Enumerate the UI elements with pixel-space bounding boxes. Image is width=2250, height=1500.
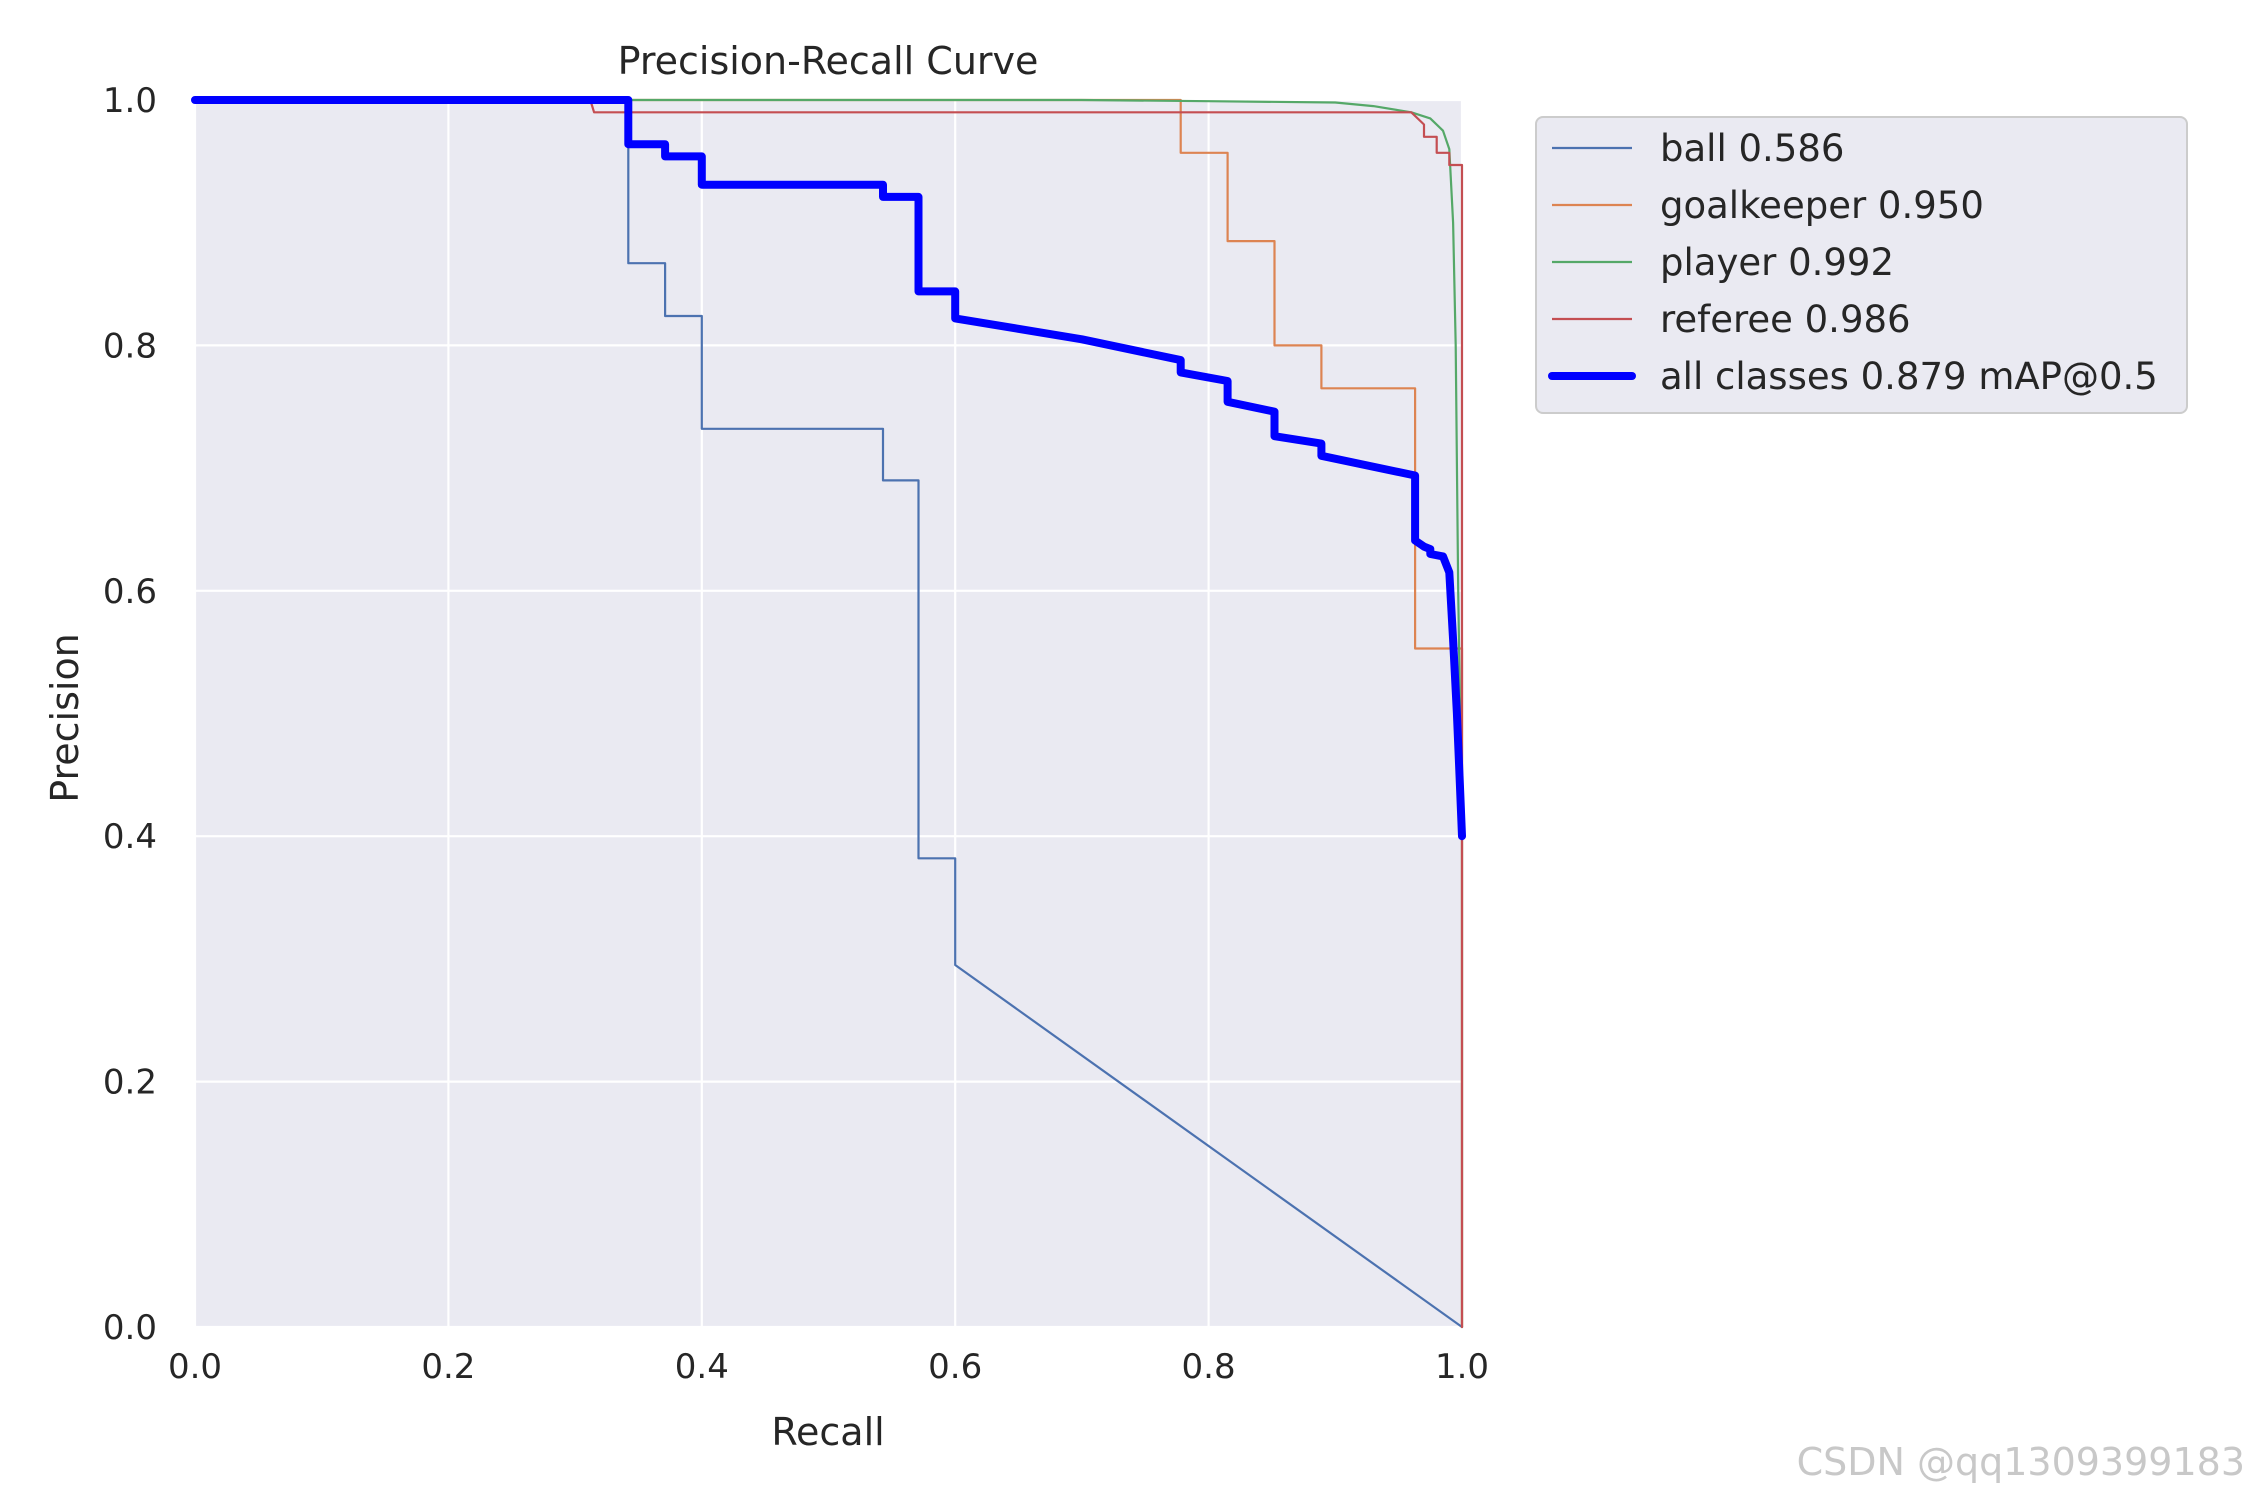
- y-tick-label: 0.8: [103, 326, 157, 366]
- legend-label: goalkeeper 0.950: [1660, 184, 1984, 227]
- y-axis-label: Precision: [43, 633, 87, 803]
- y-tick-label: 1.0: [103, 81, 157, 121]
- tick-labels: 0.0 0.2 0.4 0.6 0.8 1.0 0.0 0.2 0.4 0.6 0.8 1.0: [103, 81, 1489, 1387]
- series-line-all: [191, 96, 1466, 841]
- x-tick-label: 0.4: [675, 1347, 729, 1387]
- series-line-ball: [193, 98, 1464, 1329]
- x-tick-label: 0.8: [1182, 1347, 1236, 1387]
- chart-title: Precision-Recall Curve: [618, 39, 1039, 83]
- legend-box: [1535, 116, 2188, 414]
- y-tick-label: 0.4: [103, 817, 157, 857]
- x-axis-label: Recall: [771, 1410, 884, 1454]
- x-tick-label: 0.6: [928, 1347, 982, 1387]
- x-tick-label: 0.2: [421, 1347, 475, 1387]
- grid: [193, 98, 1464, 1329]
- legend-label: all classes 0.879 mAP@0.5: [1660, 355, 2158, 398]
- series-line-goalkeeper: [193, 98, 1464, 1329]
- plot-area: [195, 100, 1462, 1327]
- y-tick-label: 0.2: [103, 1063, 157, 1103]
- series-line-referee: [193, 98, 1464, 1329]
- x-tick-label: 0.0: [168, 1347, 222, 1387]
- legend: ball 0.586 goalkeeper 0.950 player 0.992 re…: [1535, 116, 2188, 414]
- x-tick-label: 1.0: [1435, 1347, 1489, 1387]
- legend-label: ball 0.586: [1660, 127, 1844, 170]
- legend-label: player 0.992: [1660, 241, 1894, 284]
- series-line-player: [193, 98, 1464, 1329]
- legend-label: referee 0.986: [1660, 298, 1911, 341]
- watermark: CSDN @qq1309399183: [1797, 1440, 2245, 1484]
- y-tick-label: 0.0: [103, 1308, 157, 1348]
- series-lines: [191, 96, 1466, 1329]
- y-tick-label: 0.6: [103, 572, 157, 612]
